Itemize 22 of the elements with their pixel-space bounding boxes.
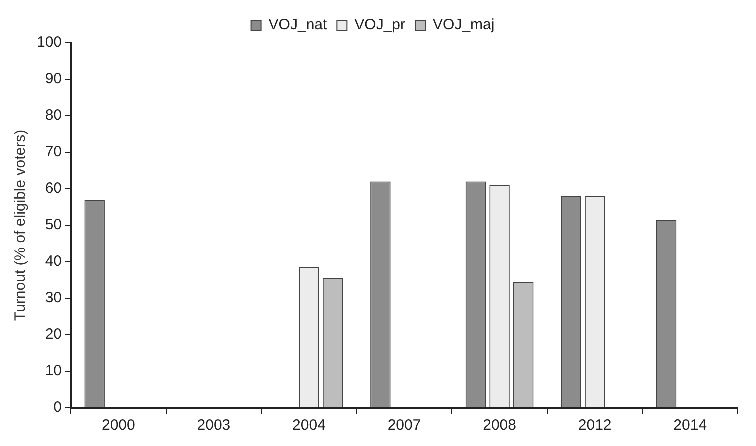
legend-label: VOJ_nat (268, 16, 328, 34)
y-tick-label: 40 (45, 253, 62, 270)
x-tick-label: 2014 (674, 417, 708, 434)
y-tick-label: 10 (45, 362, 62, 380)
x-tick-label: 2012 (578, 417, 612, 434)
x-tick-label: 2008 (483, 417, 516, 434)
y-tick-label: 90 (45, 70, 62, 88)
y-tick-label: 30 (45, 290, 62, 307)
x-tick-label: 2000 (102, 417, 136, 434)
y-tick-label: 100 (36, 34, 62, 52)
x-tick-label: 2004 (292, 417, 326, 434)
x-tick-label: 2003 (197, 417, 231, 434)
y-tick-label: 50 (45, 216, 62, 234)
legend-label: VOJ_maj (433, 16, 495, 34)
x-tick-label: 2007 (388, 417, 422, 434)
legend-label: VOJ_pr (354, 16, 406, 34)
y-tick-label: 20 (45, 326, 62, 344)
y-tick-label: 70 (45, 144, 62, 161)
y-tick-label: 0 (54, 399, 62, 416)
y-tick-label: 60 (45, 180, 62, 198)
y-axis-title: Turnout (% of eligible voters) (12, 130, 30, 322)
y-tick-label: 80 (45, 107, 62, 124)
